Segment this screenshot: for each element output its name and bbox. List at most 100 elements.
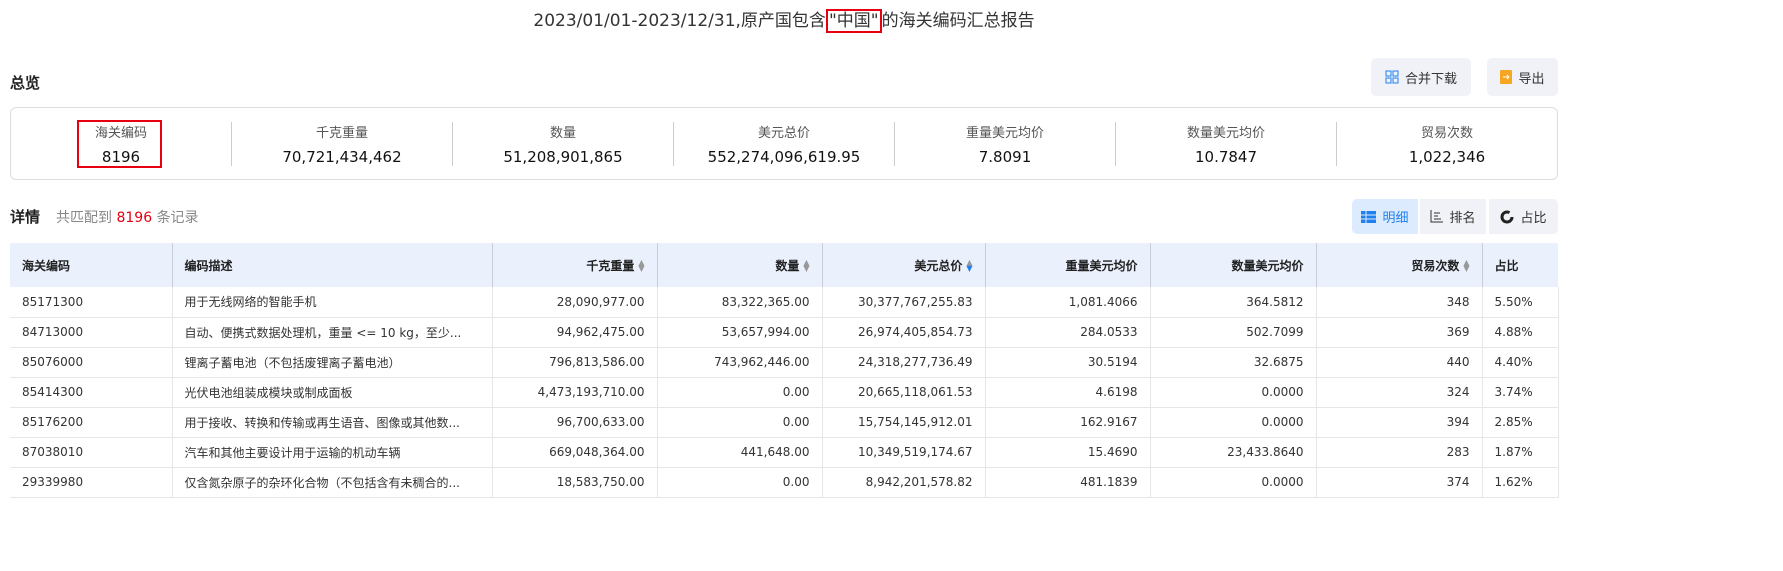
- stat-label: 数量: [549, 125, 576, 141]
- cell-0: 29339980: [10, 467, 173, 498]
- sort-icon[interactable]: ▲ ▼: [803, 258, 810, 273]
- stat-trades: 贸易次数 1,022,346: [1336, 121, 1557, 166]
- cell-3: 0.00: [657, 467, 823, 498]
- col-quantity[interactable]: 数量 ▲ ▼: [657, 243, 823, 287]
- stat-value: 7.8091: [978, 147, 1032, 166]
- table-row[interactable]: 85176200 用于接收、转换和传输或再生语音、图像或其他数... 96,700,…: [10, 407, 1559, 438]
- cell-1: 汽车和其他主要设计用于运输的机动车辆: [172, 437, 493, 468]
- cell-1: 自动、便携式数据处理机，重量 <= 10 kg，至少...: [172, 317, 493, 348]
- cell-2: 94,962,475.00: [492, 317, 658, 348]
- cell-3: 83,322,365.00: [657, 287, 823, 318]
- cell-1: 锂离子蓄电池（不包括废锂离子蓄电池）: [172, 347, 493, 378]
- cell-2: 669,048,364.00: [492, 437, 658, 468]
- table-row[interactable]: 29339980 仅含氮杂原子的杂环化合物（不包括含有未稠合的... 18,583,…: [10, 467, 1559, 498]
- view-detail-label: 明细: [1382, 211, 1409, 226]
- cell-4: 30,377,767,255.83: [822, 287, 986, 318]
- cell-7: 394: [1316, 407, 1483, 438]
- table-row[interactable]: 87038010 汽车和其他主要设计用于运输的机动车辆 669,048,364.00…: [10, 437, 1559, 468]
- sort-icon[interactable]: ▲ ▼: [1463, 258, 1470, 273]
- count-suffix: 条记录: [156, 210, 199, 226]
- col-trades[interactable]: 贸易次数 ▲ ▼: [1316, 243, 1483, 287]
- view-share-label: 占比: [1520, 211, 1547, 226]
- merge-download-label: 合并下载: [1404, 71, 1457, 87]
- col-description: 编码描述: [172, 243, 493, 287]
- cell-6: 32.6875: [1150, 347, 1317, 378]
- cell-1: 光伏电池组装成模块或制成面板: [172, 377, 493, 408]
- cell-6: 364.5812: [1150, 287, 1317, 318]
- table-row[interactable]: 85414300 光伏电池组装成模块或制成面板 4,473,193,710.00 0.…: [10, 377, 1559, 408]
- cell-4: 10,349,519,174.67: [822, 437, 986, 468]
- cell-6: 0.0000: [1150, 467, 1317, 498]
- view-rank-label: 排名: [1449, 211, 1476, 226]
- export-label: 导出: [1518, 71, 1545, 87]
- cell-8: 4.40%: [1482, 347, 1559, 378]
- cell-4: 15,754,145,912.01: [822, 407, 986, 438]
- rank-icon: [1430, 210, 1444, 223]
- col-hs-code: 海关编码: [10, 243, 173, 287]
- record-count: 共匹配到 8196 条记录: [56, 207, 199, 227]
- cell-0: 85171300: [10, 287, 173, 318]
- cell-0: 87038010: [10, 437, 173, 468]
- table-row[interactable]: 85076000 锂离子蓄电池（不包括废锂离子蓄电池） 796,813,586.00…: [10, 347, 1559, 378]
- cell-2: 18,583,750.00: [492, 467, 658, 498]
- merge-icon: [1385, 70, 1399, 84]
- cell-5: 4.6198: [985, 377, 1151, 408]
- col-weight[interactable]: 千克重量 ▲ ▼: [492, 243, 658, 287]
- export-button[interactable]: 导出: [1487, 58, 1558, 96]
- view-rank-tab[interactable]: 排名: [1420, 199, 1486, 234]
- cell-1: 用于无线网络的智能手机: [172, 287, 493, 318]
- stat-label: 美元总价: [757, 125, 810, 141]
- table-row[interactable]: 85171300 用于无线网络的智能手机 28,090,977.00 83,322,3…: [10, 287, 1559, 318]
- cell-6: 502.7099: [1150, 317, 1317, 348]
- cell-0: 85176200: [10, 407, 173, 438]
- table-row[interactable]: 84713000 自动、便携式数据处理机，重量 <= 10 kg，至少... 94,…: [10, 317, 1559, 348]
- detail-header: 详情 共匹配到 8196 条记录: [10, 206, 199, 227]
- col-weight-avg: 重量美元均价: [985, 243, 1151, 287]
- cell-8: 1.62%: [1482, 467, 1559, 498]
- col-qty-avg: 数量美元均价: [1150, 243, 1317, 287]
- stat-value: 10.7847: [1194, 147, 1258, 166]
- stat-value: 8196: [101, 147, 141, 166]
- stat-label: 海关编码: [94, 125, 147, 141]
- cell-8: 4.88%: [1482, 317, 1559, 348]
- col-trades-label: 贸易次数: [1411, 258, 1460, 273]
- stat-label: 数量美元均价: [1186, 125, 1265, 141]
- cell-7: 283: [1316, 437, 1483, 468]
- stat-value: 51,208,901,865: [503, 147, 623, 166]
- cell-3: 0.00: [657, 377, 823, 408]
- col-total-usd[interactable]: 美元总价 ▲ ▼: [822, 243, 986, 287]
- cell-6: 0.0000: [1150, 407, 1317, 438]
- cell-6: 0.0000: [1150, 377, 1317, 408]
- col-quantity-label: 数量: [775, 258, 800, 273]
- cell-5: 162.9167: [985, 407, 1151, 438]
- stat-value: 70,721,434,462: [282, 147, 402, 166]
- cell-0: 85076000: [10, 347, 173, 378]
- cell-5: 30.5194: [985, 347, 1151, 378]
- stat-hs-code: 海关编码 8196: [11, 122, 231, 166]
- col-share: 占比: [1482, 243, 1558, 287]
- view-detail-tab[interactable]: 明细: [1352, 199, 1418, 234]
- cell-7: 440: [1316, 347, 1483, 378]
- cell-5: 1,081.4066: [985, 287, 1151, 318]
- stat-weight: 千克重量 70,721,434,462: [231, 121, 452, 166]
- view-share-tab[interactable]: 占比: [1489, 199, 1558, 234]
- stat-weight-avg: 重量美元均价 7.8091: [894, 121, 1115, 166]
- stat-total-usd: 美元总价 552,274,096,619.95: [673, 121, 894, 166]
- cell-7: 324: [1316, 377, 1483, 408]
- cell-5: 481.1839: [985, 467, 1151, 498]
- sort-desc-icon[interactable]: ▲ ▼: [966, 258, 973, 273]
- cell-8: 3.74%: [1482, 377, 1559, 408]
- col-total-usd-label: 美元总价: [914, 258, 963, 273]
- cell-7: 374: [1316, 467, 1483, 498]
- cell-0: 84713000: [10, 317, 173, 348]
- count-number: 8196: [116, 210, 153, 226]
- sort-icon[interactable]: ▲ ▼: [638, 258, 645, 273]
- stat-value: 552,274,096,619.95: [707, 147, 861, 166]
- stat-qty-avg: 数量美元均价 10.7847: [1115, 121, 1336, 166]
- merge-download-button[interactable]: 合并下载: [1371, 58, 1471, 96]
- table-icon: [1361, 210, 1377, 223]
- cell-3: 441,648.00: [657, 437, 823, 468]
- stat-quantity: 数量 51,208,901,865: [452, 121, 673, 166]
- stat-label: 贸易次数: [1420, 125, 1473, 141]
- detail-heading: 详情: [10, 208, 41, 226]
